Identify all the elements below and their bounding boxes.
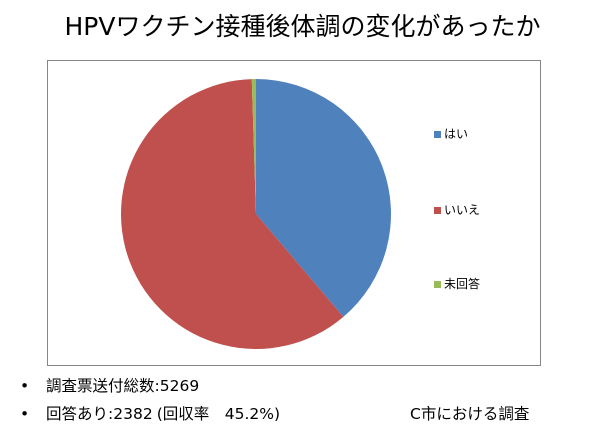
legend-label-3: 未回答 <box>444 277 481 291</box>
bullet-2: • <box>20 405 30 423</box>
survey-notes: • 調査票送付総数: 5269 • 回答あり: 2382 (回収率 45.2%)… <box>20 374 600 434</box>
pie-slice-1 <box>256 79 392 317</box>
response-rate: (回収率 45.2%) <box>156 405 281 423</box>
legend-item-1: はい <box>434 126 468 142</box>
responses-value: 2382 <box>113 405 153 423</box>
chart-area: はい いいえ 未回答 <box>47 60 541 366</box>
note-survey-count: • 調査票送付総数: 5269 <box>20 374 199 398</box>
survey-count-value: 5269 <box>159 377 200 395</box>
legend-item-3: 未回答 <box>434 276 480 292</box>
pie-slice-3 <box>251 79 256 214</box>
survey-count-label: 調査票送付総数: <box>46 377 160 395</box>
legend-swatch-3 <box>434 280 441 288</box>
survey-source: C市における調査 <box>410 405 530 423</box>
legend-label-2: いいえ <box>444 203 481 217</box>
slide-title: HPVワクチン接種後体調の変化があったか <box>64 12 541 41</box>
pie-slice-2 <box>121 79 344 349</box>
bullet-1: • <box>20 377 30 395</box>
chart-legend: はい いいえ 未回答 <box>434 61 534 361</box>
legend-swatch-2 <box>434 206 441 214</box>
legend-item-2: いいえ <box>434 202 480 218</box>
responses-label: 回答あり: <box>46 405 114 423</box>
pie-chart <box>121 79 392 349</box>
legend-label-1: はい <box>444 127 469 141</box>
note-responses: • 回答あり: 2382 (回収率 45.2%) <box>20 402 280 426</box>
legend-swatch-1 <box>434 130 441 138</box>
